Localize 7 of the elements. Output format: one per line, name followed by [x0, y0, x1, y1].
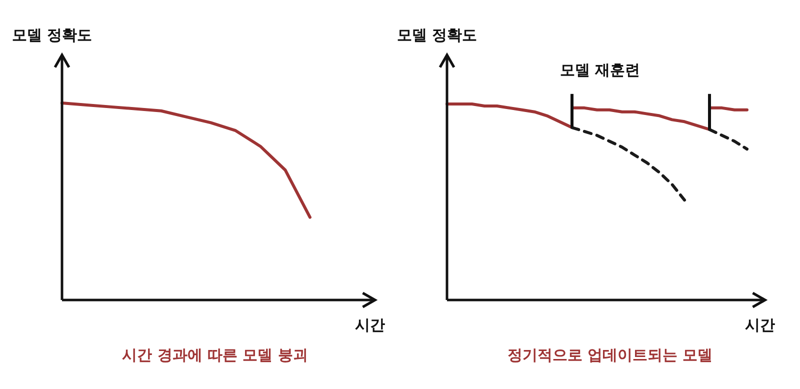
x-axis-title: 시간: [355, 316, 385, 334]
text: 시간 경과에 따른 모델 붕괴: [122, 346, 308, 364]
y-axis-title: 모델 정확도: [12, 26, 92, 44]
text: 모델 재훈련: [560, 61, 640, 79]
x-axis-title: 시간: [745, 316, 775, 334]
text: 정기적으로 업데이트되는 모델: [507, 346, 713, 364]
y-axis-title: 모델 정확도: [397, 26, 478, 44]
